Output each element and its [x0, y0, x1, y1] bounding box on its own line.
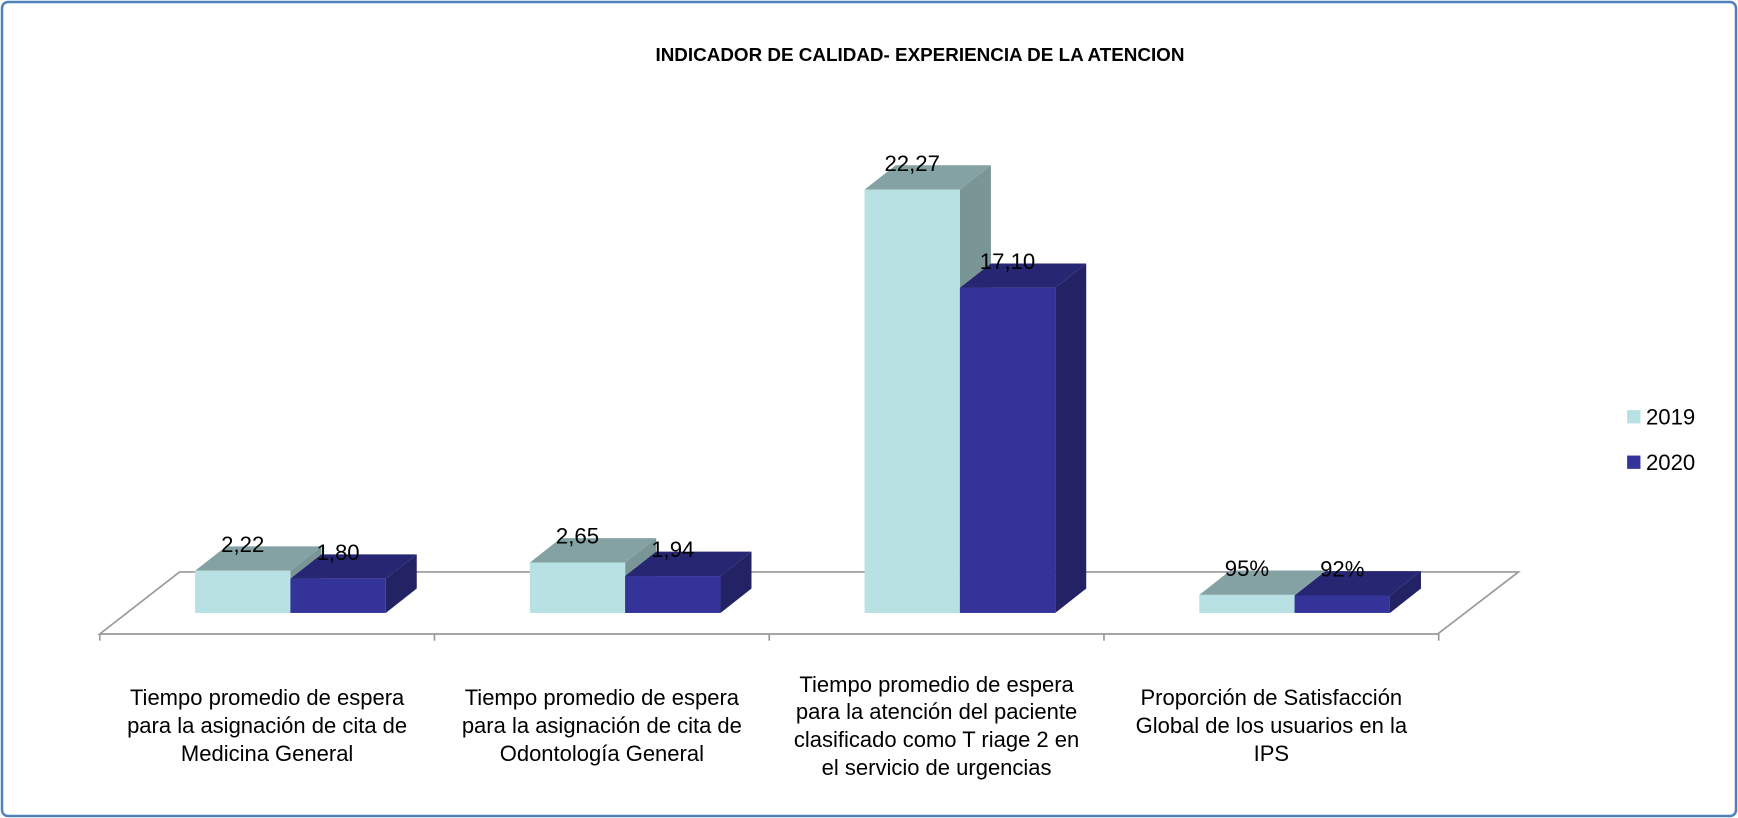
bar-top	[864, 165, 991, 190]
bar-top	[529, 538, 657, 563]
bar-front	[959, 287, 1056, 613]
data-label: 92%	[1320, 557, 1364, 582]
data-label: 2,22	[221, 532, 264, 557]
bar-front	[1294, 595, 1390, 613]
bar-side	[1389, 571, 1421, 613]
data-label: 2,65	[556, 524, 599, 549]
bar-top	[195, 546, 322, 571]
bar-front	[195, 570, 291, 613]
data-label: 22,27	[884, 151, 939, 176]
bar-top	[1294, 571, 1421, 596]
data-label: 1,80	[316, 540, 359, 565]
bar	[1294, 571, 1421, 613]
x-tick-label: Tiempo promedio de espera para la atenci…	[793, 671, 1080, 780]
x-tick-label: Proporción de Satisfacción Global de los…	[1135, 685, 1408, 766]
bar-front	[864, 189, 960, 613]
legend-label: 2019	[1646, 405, 1695, 430]
x-tick-label: Tiempo promedio de espera para la asigna…	[461, 685, 742, 766]
bar-front	[1199, 594, 1295, 613]
bar-front	[529, 562, 626, 613]
bar-side	[720, 551, 752, 613]
bar-front	[290, 578, 386, 613]
x-tick-label: Tiempo promedio de espera para la asigna…	[127, 685, 408, 766]
bar	[529, 538, 657, 613]
bar	[959, 263, 1087, 613]
bar-top	[1199, 570, 1326, 595]
bar-top	[290, 554, 417, 579]
data-label: 1,94	[651, 537, 694, 562]
legend-swatch	[1627, 455, 1641, 469]
bar-side	[1055, 263, 1087, 613]
bar	[625, 551, 752, 613]
bar-side	[385, 554, 417, 613]
legend-swatch	[1627, 410, 1641, 424]
bar	[290, 554, 417, 613]
bar-top	[959, 263, 1087, 288]
legend-label: 2020	[1646, 450, 1695, 475]
chart-title: INDICADOR DE CALIDAD- EXPERIENCIA DE LA …	[655, 44, 1184, 65]
bar-top	[625, 551, 752, 577]
bar-front	[625, 576, 721, 613]
data-label: 95%	[1225, 556, 1269, 581]
data-label: 17,10	[980, 249, 1035, 274]
plot: INDICADOR DE CALIDAD- EXPERIENCIA DE LA …	[97, 44, 1695, 641]
